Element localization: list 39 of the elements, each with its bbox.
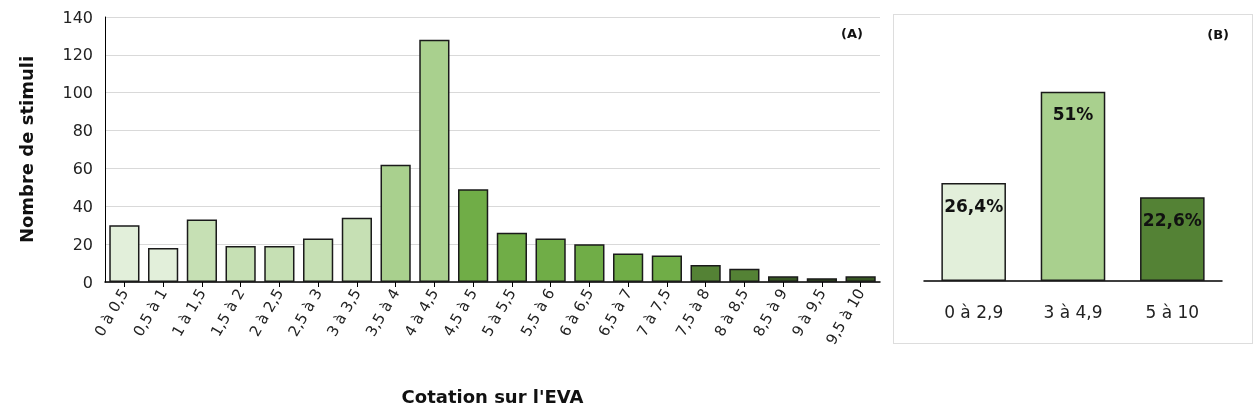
bar <box>535 238 566 282</box>
bar <box>186 219 217 282</box>
y-tick-label: 100 <box>62 83 93 103</box>
x-tick-label: 5 à 10 <box>1145 301 1200 322</box>
bar <box>496 232 527 282</box>
y-tick-label: 120 <box>62 45 93 65</box>
bar <box>341 217 372 282</box>
bar <box>613 253 644 282</box>
y-axis-title: Nombre de stimuli <box>15 55 37 244</box>
y-tick-label: 140 <box>62 7 93 27</box>
y-tick-label: 0 <box>82 272 93 292</box>
bar <box>651 255 682 282</box>
data-label: 22,6% <box>1142 209 1202 230</box>
y-tick-label: 80 <box>72 121 93 141</box>
bar <box>380 164 411 282</box>
bar <box>574 244 605 282</box>
bar <box>458 189 489 282</box>
data-label: 51% <box>1052 104 1094 125</box>
bar <box>845 276 876 282</box>
bar <box>303 238 334 282</box>
y-tick-label: 20 <box>72 234 93 254</box>
chart-title: (B) <box>1207 27 1230 42</box>
bar <box>690 264 721 282</box>
bar <box>264 246 295 282</box>
bar <box>419 39 450 282</box>
bar <box>225 246 256 282</box>
text: (A) <box>841 26 864 41</box>
x-tick-label: 0,5 à 1 <box>129 285 171 340</box>
bar <box>729 268 760 282</box>
x-tick-label: 3 à 4,9 <box>1043 301 1103 322</box>
bar <box>768 276 799 282</box>
bar <box>109 225 140 282</box>
y-tick-label: 40 <box>72 196 93 216</box>
bar <box>148 247 179 282</box>
y-tick-label: 60 <box>72 158 93 178</box>
data-label: 26,4% <box>944 195 1004 216</box>
bar <box>806 278 837 282</box>
x-tick-label: 0 à 2,9 <box>944 301 1004 322</box>
x-axis-title: Cotation sur l'EVA <box>401 385 584 407</box>
